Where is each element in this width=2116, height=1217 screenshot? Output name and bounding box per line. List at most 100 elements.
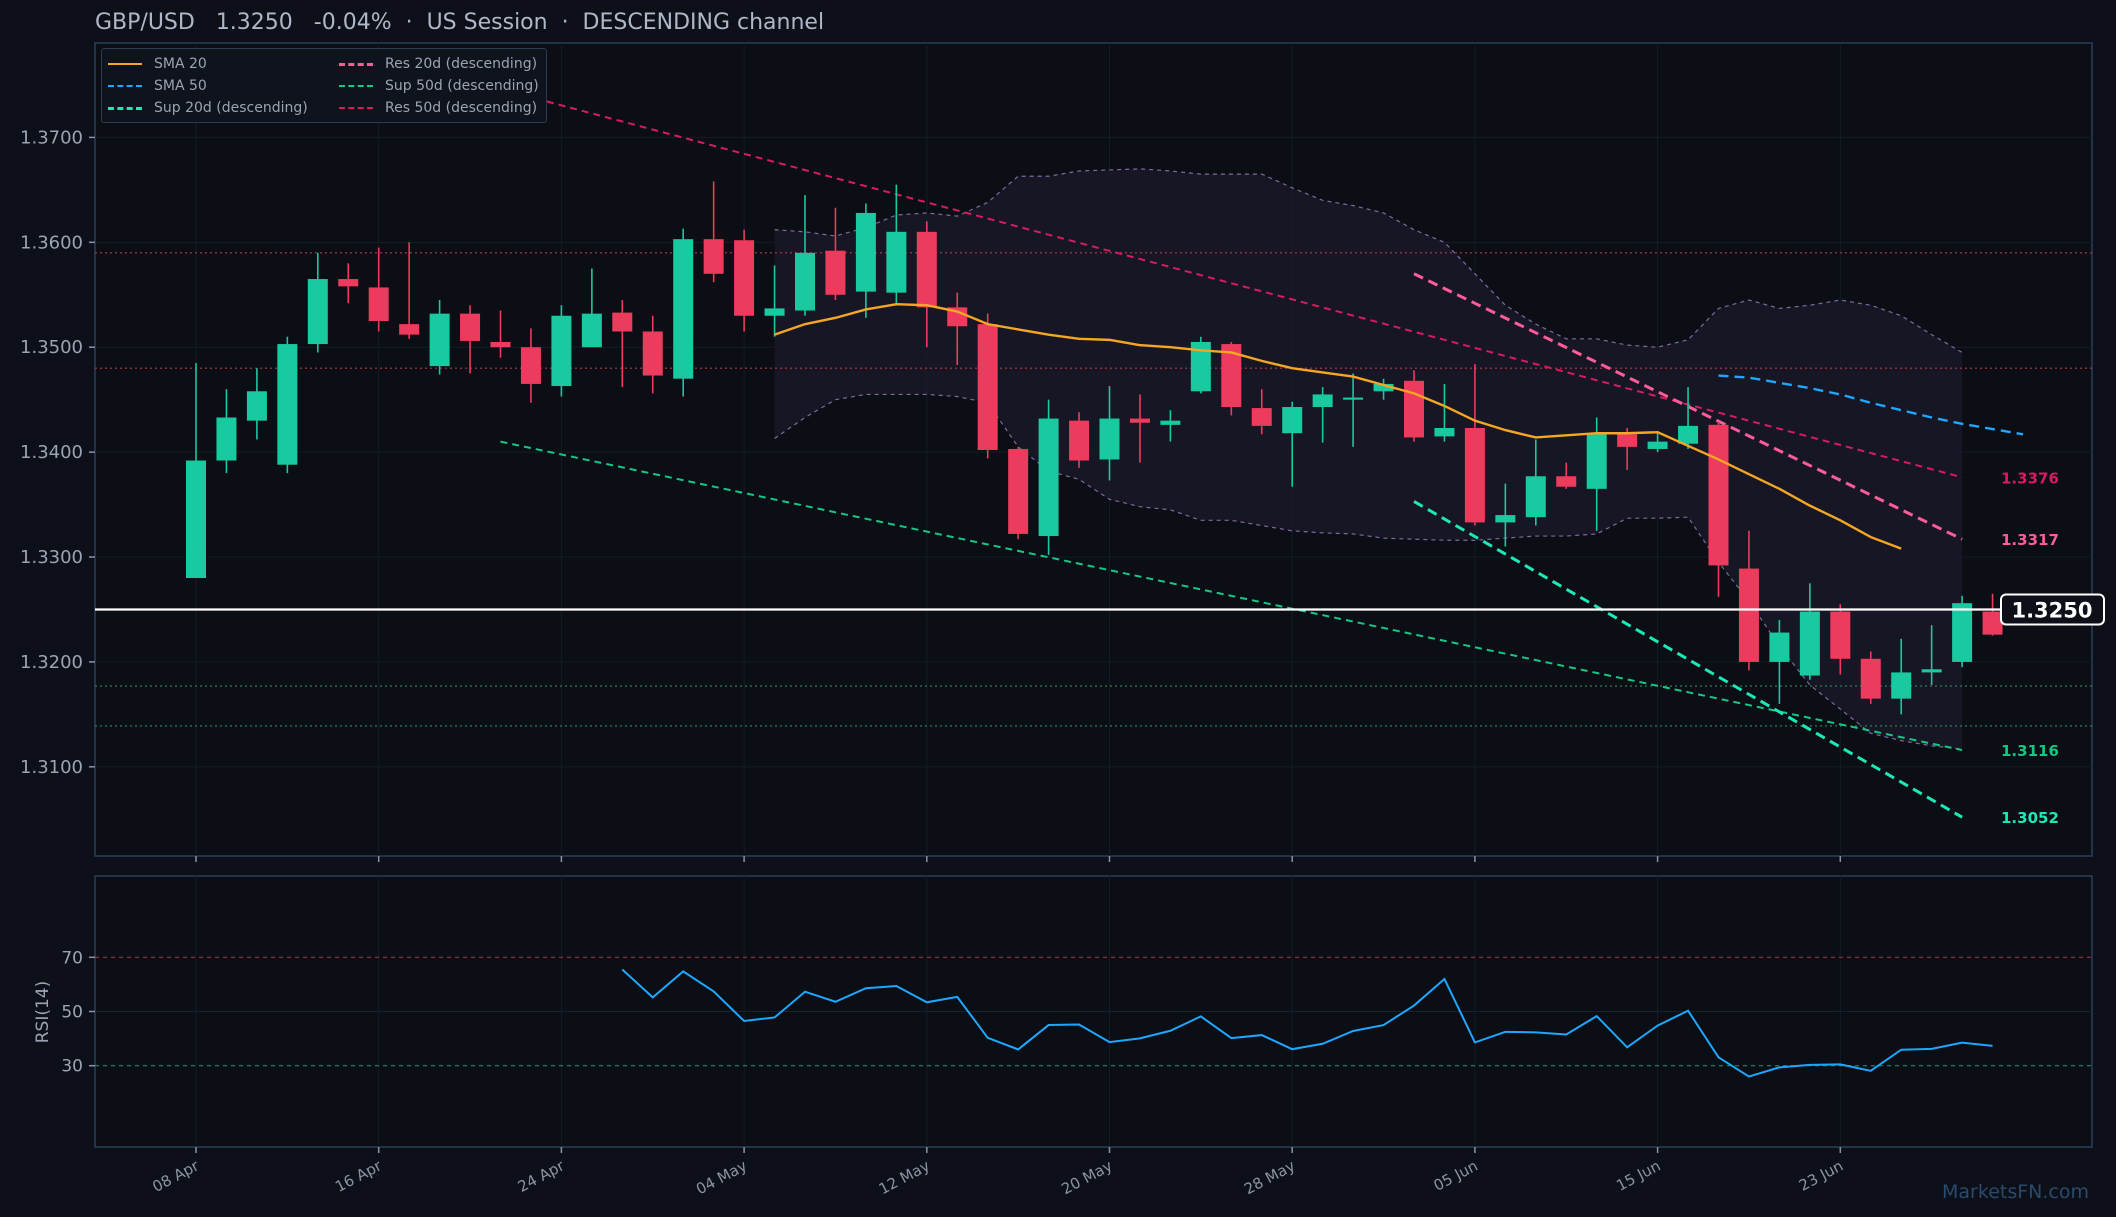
- legend-swatch: [339, 85, 373, 87]
- candle-body: [1312, 394, 1333, 408]
- legend-item-sup20: Sup 20d (descending): [108, 99, 308, 117]
- bollinger-upper-line: [774, 168, 1963, 353]
- candle-body: [1860, 658, 1881, 699]
- watermark: MarketsFN.com: [1942, 1181, 2089, 1203]
- legend-label: Res 50d (descending): [385, 100, 538, 116]
- title-change: -0.04%: [313, 10, 392, 35]
- legend-label: Res 20d (descending): [385, 56, 538, 72]
- candle-body: [1952, 603, 1973, 662]
- candle: [916, 221, 937, 348]
- title-pattern: DESCENDING channel: [582, 10, 825, 35]
- x-tick-label: 08 Apr: [149, 1156, 202, 1196]
- candle-body: [1464, 427, 1485, 523]
- chart-title: GBP/USD 1.3250 -0.04% · US Session · DES…: [95, 10, 825, 35]
- candle-body: [1525, 476, 1546, 518]
- title-symbol: GBP/USD: [95, 10, 195, 35]
- candle-body: [916, 231, 937, 308]
- rsi-y-tick-label: 70: [61, 948, 83, 968]
- bollinger-lower-line: [774, 393, 1963, 750]
- candle: [825, 207, 846, 301]
- candle-body: [1921, 669, 1942, 673]
- current-price-label: 1.3250: [2011, 598, 2092, 622]
- rsi-y-tick-label: 50: [61, 1003, 83, 1023]
- candle-body: [855, 212, 876, 292]
- legend-item-res50: Res 50d (descending): [339, 99, 537, 117]
- title-session: US Session: [426, 10, 548, 35]
- candle: [1617, 427, 1638, 470]
- legend-swatch: [108, 85, 142, 87]
- trendline: [500, 440, 1963, 752]
- rsi-panel: 08 Apr 16 Apr 24 Apr 04 May 12 May 20 May 28 M…: [33, 875, 2093, 1199]
- candle: [977, 313, 998, 459]
- candle: [1860, 651, 1881, 704]
- rsi-line: [621, 968, 1993, 1078]
- trendline: [500, 88, 1963, 479]
- candle: [795, 195, 815, 316]
- candle: [246, 368, 267, 440]
- candle-body: [1617, 434, 1638, 447]
- legend-item-res20: Res 20d (descending): [339, 55, 537, 73]
- candle-body: [1982, 611, 2003, 635]
- price-panel: 1.3100 1.3200 1.3300 1.3400 1.3500 1.3600 1.37…: [20, 42, 2105, 862]
- legend-item-sup50: Sup 50d (descending): [339, 77, 539, 95]
- sma50-line: [1718, 374, 2024, 436]
- candle-body: [977, 324, 998, 451]
- candle-body: [1129, 418, 1150, 423]
- candle-body: [1404, 380, 1424, 438]
- x-tick-label: 16 Apr: [332, 1156, 385, 1196]
- candle: [642, 315, 663, 394]
- y-tick-label: 1.3200: [20, 652, 83, 673]
- rsi-y-tick-label: 30: [61, 1057, 83, 1077]
- candle-body: [246, 391, 267, 421]
- legend-item-sma20: SMA 20: [108, 55, 207, 73]
- candle-body: [1738, 568, 1759, 662]
- trendline-end-label: 1.3317: [2001, 531, 2059, 549]
- candle-body: [581, 313, 602, 348]
- candle: [216, 389, 237, 474]
- candle-body: [1678, 425, 1699, 444]
- candle-body: [186, 460, 206, 579]
- candle: [1738, 530, 1759, 671]
- candle: [307, 252, 328, 353]
- candle-body: [1099, 418, 1120, 460]
- candle: [1830, 604, 1851, 675]
- x-tick-label: 23 Jun: [1796, 1157, 1846, 1195]
- trendline-end-label: 1.3116: [2001, 742, 2059, 760]
- legend-swatch: [108, 63, 142, 65]
- candle: [703, 181, 724, 283]
- candle: [1069, 412, 1090, 468]
- candle-body: [612, 312, 633, 332]
- candle-body: [216, 417, 237, 461]
- sma20-line: [774, 303, 1902, 550]
- x-tick-label: 24 Apr: [515, 1156, 568, 1196]
- candle-body: [1251, 408, 1272, 426]
- candle-body: [1799, 611, 1820, 676]
- candle: [1404, 370, 1424, 442]
- y-tick-label: 1.3600: [20, 232, 83, 253]
- trendline: [1413, 500, 1963, 819]
- candle: [1282, 401, 1303, 487]
- candle-body: [1556, 476, 1577, 487]
- candle: [277, 336, 298, 474]
- x-tick-label: 28 May: [1241, 1157, 1298, 1199]
- candle: [551, 305, 572, 397]
- candle-body: [1769, 632, 1790, 662]
- candle: [673, 228, 694, 397]
- candle: [1160, 410, 1181, 442]
- candle-body: [1343, 397, 1364, 400]
- bollinger-band: [774, 168, 1963, 749]
- candle-body: [1069, 420, 1090, 461]
- candle: [1343, 373, 1364, 447]
- candle-body: [520, 347, 541, 384]
- candle-body: [947, 307, 968, 327]
- x-tick-label: 12 May: [876, 1157, 933, 1199]
- candle: [1008, 446, 1029, 540]
- candle: [1921, 625, 1942, 686]
- candle-body: [1647, 441, 1668, 449]
- candle: [1373, 378, 1394, 400]
- candle: [764, 265, 785, 337]
- title-price: 1.3250: [215, 10, 293, 35]
- candle-body: [673, 239, 694, 379]
- candle: [429, 300, 450, 375]
- candle-body: [1495, 515, 1516, 523]
